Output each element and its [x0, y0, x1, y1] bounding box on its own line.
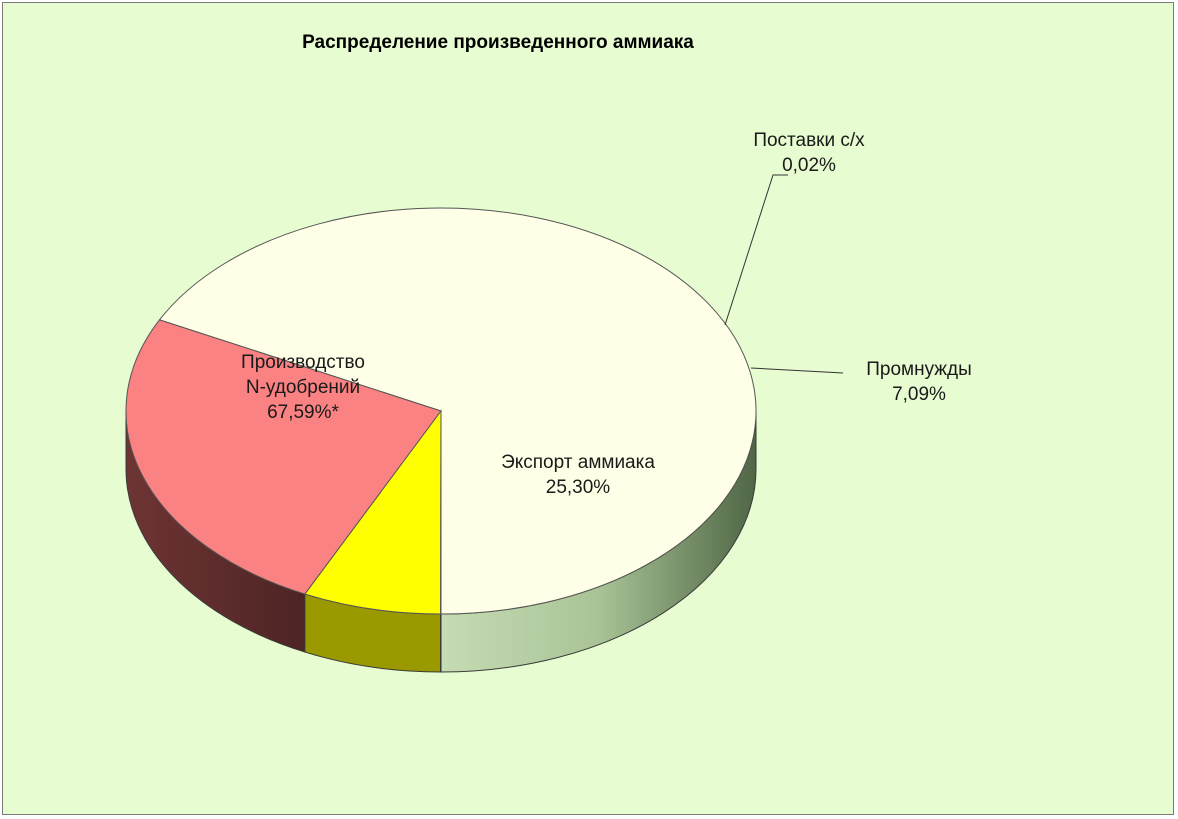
chart-title: Распределение произведенного аммиака — [302, 32, 694, 53]
pie-chart: Распределение произведенного аммиака Про… — [125, 32, 972, 673]
slice-label-line: 67,59%* — [267, 402, 339, 423]
slice-label-1: Экспорт аммиака 25,30% — [501, 452, 655, 498]
slice-label-2: Промнужды 7,09% — [866, 359, 972, 405]
slice-label-line: 7,09% — [892, 384, 946, 405]
pie-slice-1 — [125, 319, 442, 595]
slice-label-0: Производство N-удобрений 67,59%* — [241, 352, 365, 423]
slice-label-line: Производство — [241, 352, 365, 373]
pie-slice-2 — [304, 409, 442, 615]
pie-labels: Производство N-удобрений 67,59%* Экспорт ам… — [241, 130, 972, 498]
pie-slice-0 — [158, 207, 757, 615]
slice-label-line: Экспорт аммиака — [501, 452, 655, 473]
slice-label-line: Промнужды — [866, 359, 972, 380]
slice-label-3: Поставки с/х 0,02% — [753, 130, 865, 176]
pie-top — [125, 207, 757, 615]
slice-label-line: 25,30% — [546, 477, 611, 498]
slice-label-line: N-удобрений — [246, 377, 360, 398]
slice-label-line: 0,02% — [782, 155, 836, 176]
slice-label-line: Поставки с/х — [753, 130, 865, 151]
leader-line-2 — [750, 367, 844, 374]
leader-line-3 — [724, 174, 788, 326]
